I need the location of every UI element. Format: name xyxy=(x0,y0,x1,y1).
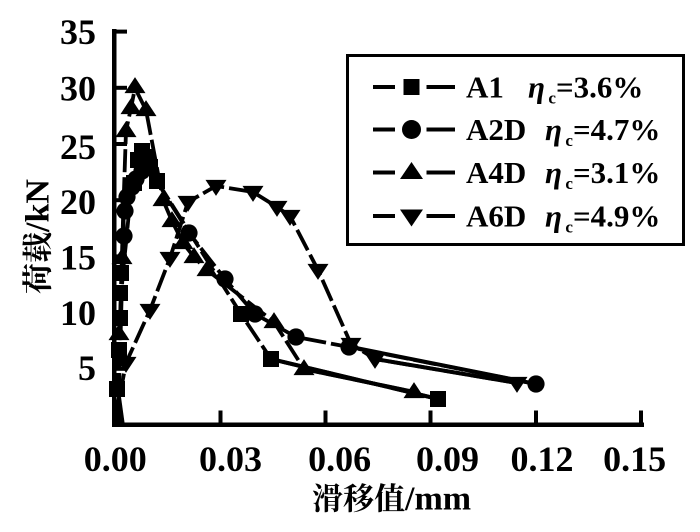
svg-text:η c=4.7%: η c=4.7% xyxy=(545,112,660,150)
svg-text:0.15: 0.15 xyxy=(603,439,666,479)
svg-text:A6D: A6D xyxy=(466,199,526,234)
svg-text:35: 35 xyxy=(60,12,96,52)
svg-text:0.03: 0.03 xyxy=(199,439,262,479)
svg-text:A1: A1 xyxy=(466,70,504,105)
svg-text:/kN: /kN xyxy=(20,179,57,233)
svg-text:30: 30 xyxy=(60,68,96,108)
svg-text:η c=3.6%: η c=3.6% xyxy=(528,70,643,108)
svg-text:A4D: A4D xyxy=(466,155,526,190)
svg-text:15: 15 xyxy=(60,238,96,278)
svg-text:0.06: 0.06 xyxy=(308,439,371,479)
svg-text:25: 25 xyxy=(60,127,96,167)
svg-text:η c=3.1%: η c=3.1% xyxy=(545,155,660,193)
svg-text:0.09: 0.09 xyxy=(416,439,479,479)
svg-text:A2D: A2D xyxy=(466,112,526,147)
svg-text:0.12: 0.12 xyxy=(511,439,574,479)
svg-text:10: 10 xyxy=(60,293,96,333)
svg-text:/mm: /mm xyxy=(404,481,471,518)
svg-text:η c=4.9%: η c=4.9% xyxy=(545,199,660,237)
svg-text:0.00: 0.00 xyxy=(84,439,147,479)
svg-text:5: 5 xyxy=(78,348,96,388)
svg-text:20: 20 xyxy=(60,182,96,222)
